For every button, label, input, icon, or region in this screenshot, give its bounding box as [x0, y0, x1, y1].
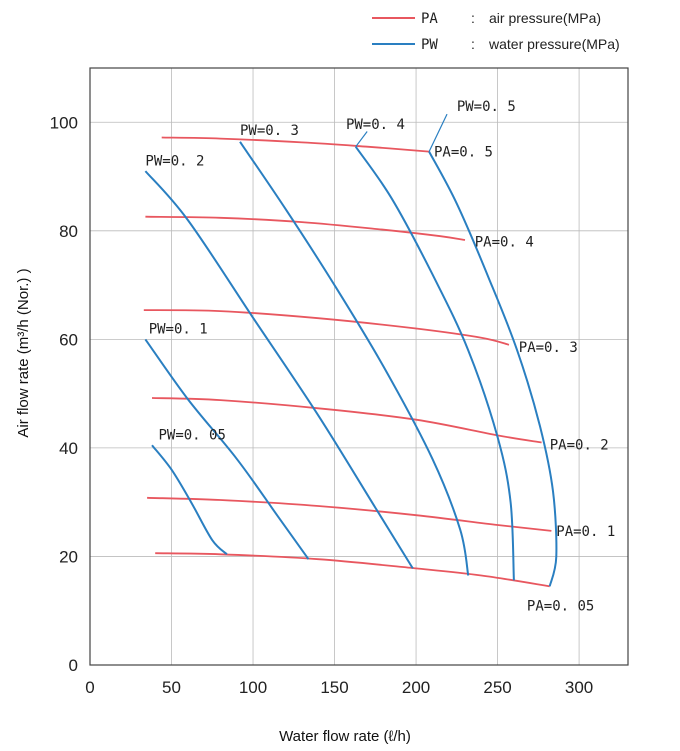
curve-label-pa-0-5: PA=0. 5 — [434, 145, 493, 161]
leader-line — [428, 113, 448, 152]
y-tick-label: 100 — [50, 113, 78, 132]
y-tick-label: 0 — [69, 656, 78, 675]
curve-label-pw-0-3: PW=0. 3 — [240, 123, 299, 139]
legend-code-pa: PA — [421, 11, 438, 27]
grid — [90, 68, 628, 665]
series-line-pw-0-2 — [144, 170, 414, 569]
legend-sep-pa: : — [471, 10, 475, 26]
y-tick-label: 20 — [59, 547, 78, 566]
legend-code-pw: PW — [421, 37, 438, 53]
x-tick-label: 0 — [85, 678, 94, 697]
series-line-pw-0-4 — [354, 146, 515, 581]
curve-label-pw-0-05: PW=0. 05 — [158, 427, 225, 443]
x-tick-label: 200 — [402, 678, 430, 697]
y-tick-labels: 0 20 40 60 80 100 — [50, 113, 78, 675]
pw-series-group — [144, 113, 558, 587]
x-tick-label: 50 — [162, 678, 181, 697]
curve-label-pw-0-5: PW=0. 5 — [457, 99, 516, 115]
curve-label-pa-0-4: PA=0. 4 — [475, 235, 534, 251]
y-tick-label: 60 — [59, 330, 78, 349]
legend: PA : air pressure(MPa) PW : water pressu… — [372, 10, 620, 53]
series-line-pa-0-5 — [161, 136, 430, 153]
curve-label-pa-0-05: PA=0. 05 — [527, 598, 594, 614]
curve-labels: PW=0. 05 PW=0. 1 PW=0. 2 PW=0. 3 PW=0. 4 PW=0… — [145, 99, 615, 614]
series-line-pa-0-1 — [147, 496, 552, 532]
curve-label-pa-0-3: PA=0. 3 — [519, 340, 578, 356]
x-tick-label: 150 — [320, 678, 348, 697]
x-tick-labels: 0 50 100 150 200 250 300 — [85, 678, 593, 697]
series-line-pw-0-1 — [144, 338, 310, 560]
series-line-pw-0-3 — [239, 141, 470, 576]
series-line-pa-0-05 — [155, 552, 550, 588]
x-tick-label: 300 — [565, 678, 593, 697]
series-line-pa-0-4 — [145, 215, 466, 241]
series-line-pa-0-3 — [143, 309, 510, 346]
curve-label-pw-0-2: PW=0. 2 — [145, 153, 204, 169]
x-axis-label: Water flow rate (ℓ/h) — [279, 728, 411, 745]
legend-desc-pw: water pressure(MPa) — [488, 36, 620, 52]
legend-desc-pa: air pressure(MPa) — [489, 10, 601, 26]
y-axis-label: Air flow rate (m³/h (Nor.) ) — [15, 268, 32, 437]
curve-label-pa-0-2: PA=0. 2 — [550, 438, 609, 454]
curve-label-pw-0-1: PW=0. 1 — [149, 322, 208, 338]
y-tick-label: 40 — [59, 439, 78, 458]
x-tick-label: 100 — [239, 678, 267, 697]
curve-label-pa-0-1: PA=0. 1 — [556, 524, 615, 540]
plot-frame — [89, 67, 629, 666]
curve-label-pw-0-4: PW=0. 4 — [346, 117, 405, 133]
pa-series-group — [143, 136, 552, 588]
x-tick-label: 250 — [483, 678, 511, 697]
leader-line — [355, 131, 368, 148]
series-line-pw-0-5 — [428, 151, 558, 587]
series-line-pw-0-05 — [151, 444, 228, 556]
legend-sep-pw: : — [471, 36, 475, 52]
y-tick-label: 80 — [59, 222, 78, 241]
